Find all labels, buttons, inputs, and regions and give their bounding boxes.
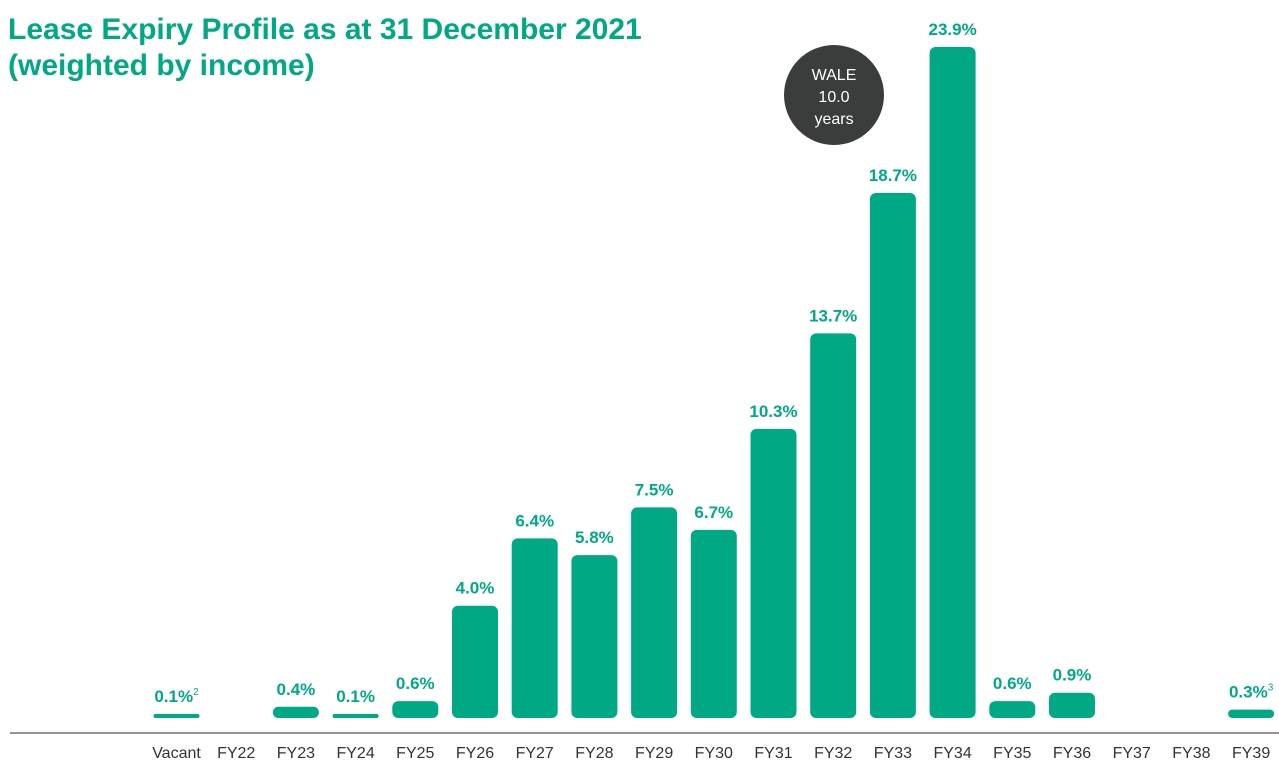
bar-labels-group: 0.1%2 0.4% 0.1% 0.6% 4.0% 6.4% 5.8% 7.5% 6.7% 10.… bbox=[154, 20, 1273, 706]
bar-fy30 bbox=[690, 529, 737, 718]
wale-badge-line-2: 10.0 bbox=[818, 89, 849, 106]
x-tick-label-fy34: FY34 bbox=[933, 745, 971, 762]
bar-label-fy33: 18.7% bbox=[869, 166, 917, 185]
bar-fy26 bbox=[452, 605, 498, 718]
bar-vacant bbox=[153, 714, 200, 718]
bar-label-fy29: 7.5% bbox=[635, 480, 674, 499]
x-tick-label-fy22: FY22 bbox=[217, 745, 255, 762]
x-tick-label-fy29: FY29 bbox=[635, 745, 673, 762]
bar-label-fy27: 6.4% bbox=[515, 511, 554, 530]
x-tick-label-fy28: FY28 bbox=[575, 745, 613, 762]
bar-fy33 bbox=[869, 192, 916, 718]
x-tick-label-fy37: FY37 bbox=[1113, 745, 1151, 762]
bars-group bbox=[153, 47, 1275, 718]
bar-label-fy24: 0.1% bbox=[336, 687, 375, 706]
bar-fy32 bbox=[810, 333, 857, 718]
bar-fy25 bbox=[392, 701, 439, 718]
wale-badge-circle bbox=[784, 45, 884, 145]
bar-label-fy35: 0.6% bbox=[993, 674, 1032, 693]
chart-title-line-1: Lease Expiry Profile as at 31 December 2… bbox=[8, 13, 642, 46]
chart-title-line-2: (weighted by income) bbox=[8, 49, 315, 82]
bar-fy24 bbox=[332, 714, 379, 718]
chart-title: Lease Expiry Profile as at 31 December 2… bbox=[8, 12, 642, 84]
x-tick-label-fy24: FY24 bbox=[336, 745, 374, 762]
bar-fy35 bbox=[989, 701, 1036, 718]
x-tick-label-fy30: FY30 bbox=[695, 745, 733, 762]
bar-label-fy36: 0.9% bbox=[1053, 666, 1092, 685]
bar-label-fy30: 6.7% bbox=[694, 503, 733, 522]
bar-label-fy28: 5.8% bbox=[575, 528, 614, 547]
x-tick-label-fy31: FY31 bbox=[754, 745, 792, 762]
x-tick-label-fy32: FY32 bbox=[814, 745, 852, 762]
bar-label-vacant: 0.1%2 bbox=[154, 687, 199, 706]
x-tick-label-fy33: FY33 bbox=[874, 745, 912, 762]
bar-fy31 bbox=[750, 428, 797, 718]
bar-fy27 bbox=[511, 538, 558, 718]
x-tick-label-fy27: FY27 bbox=[516, 745, 554, 762]
bar-fy29 bbox=[631, 507, 678, 718]
x-tick-label-fy35: FY35 bbox=[993, 745, 1031, 762]
bar-label-fy31: 10.3% bbox=[749, 402, 797, 421]
bar-fy23 bbox=[272, 706, 319, 718]
bar-label-fy26: 4.0% bbox=[456, 579, 495, 598]
x-tick-label-fy26: FY26 bbox=[456, 745, 494, 762]
wale-badge-line-1: WALE bbox=[812, 67, 857, 84]
x-tick-labels-group: Vacant FY22 FY23 FY24 FY25 FY26 FY27 FY28 FY29 FY… bbox=[152, 745, 1270, 762]
bar-fy34 bbox=[929, 47, 976, 718]
bar-label-fy34: 23.9% bbox=[928, 20, 976, 39]
bar-fy36 bbox=[1049, 692, 1095, 718]
bar-label-fy23: 0.4% bbox=[277, 680, 316, 699]
wale-badge-line-3: years bbox=[814, 111, 853, 128]
bar-label-fy32: 13.7% bbox=[809, 306, 857, 325]
bar-label-footnote-fy39: 3 bbox=[1268, 683, 1274, 694]
x-tick-label-fy36: FY36 bbox=[1053, 745, 1091, 762]
bar-fy39 bbox=[1228, 709, 1275, 718]
x-tick-label-vacant: Vacant bbox=[152, 745, 201, 762]
x-tick-label-fy23: FY23 bbox=[277, 745, 315, 762]
bar-label-fy39: 0.3%3 bbox=[1229, 683, 1274, 702]
bar-label-fy25: 0.6% bbox=[396, 674, 435, 693]
x-tick-label-fy39: FY39 bbox=[1232, 745, 1270, 762]
x-tick-label-fy38: FY38 bbox=[1172, 745, 1210, 762]
x-tick-label-fy25: FY25 bbox=[396, 745, 434, 762]
bar-label-footnote-vacant: 2 bbox=[193, 687, 199, 698]
bar-fy28 bbox=[571, 555, 618, 718]
wale-badge: WALE 10.0 years bbox=[784, 45, 884, 145]
